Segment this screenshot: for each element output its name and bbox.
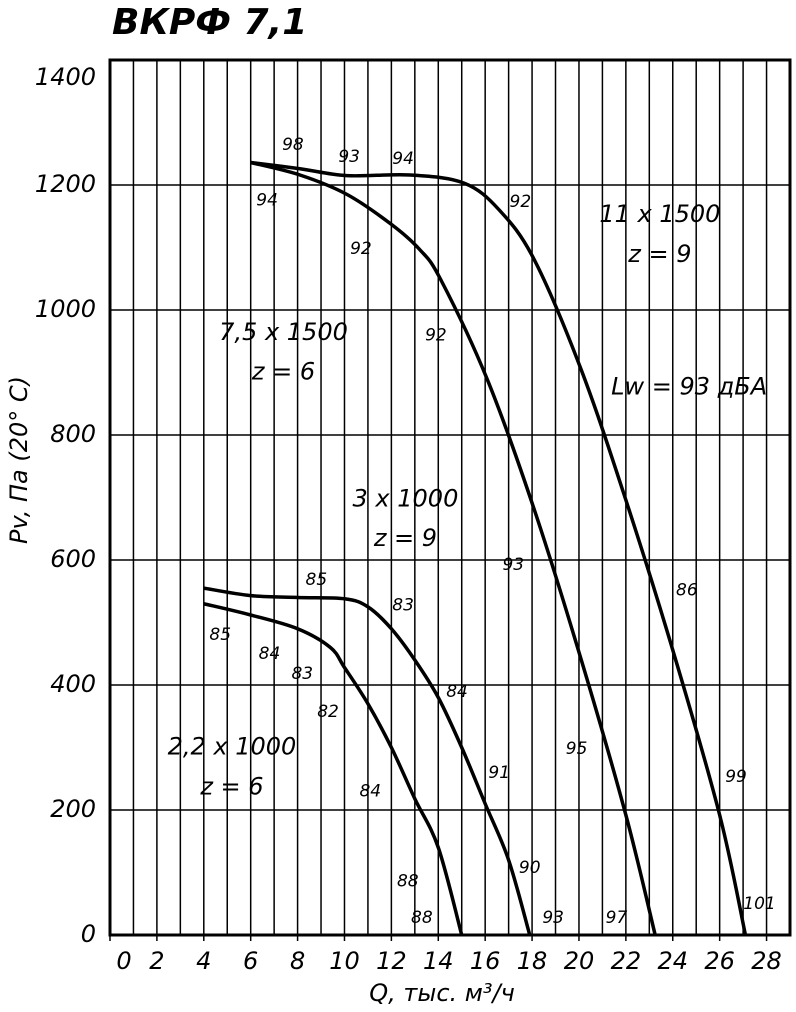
- annotation: 92: [350, 239, 372, 259]
- annotation: 93: [338, 147, 360, 167]
- annotation: 83: [291, 664, 313, 684]
- annotation: 92: [510, 192, 532, 212]
- x-tick-label: 16: [470, 947, 501, 975]
- x-tick-label: 14: [423, 947, 454, 975]
- annotation: 84: [446, 682, 468, 702]
- annotation: z = 6: [251, 358, 315, 386]
- annotation: 88: [397, 871, 419, 891]
- annotation: 93: [502, 555, 524, 575]
- annotation: 82: [317, 702, 339, 722]
- x-tick-label: 8: [290, 947, 305, 975]
- y-tick-label: 1200: [35, 170, 96, 198]
- curve: [203, 586, 532, 936]
- annotation: 85: [306, 570, 328, 590]
- curve: [203, 602, 464, 936]
- x-axis-label: Q, тыс. м³/ч: [369, 979, 515, 1007]
- x-tick-label: 28: [751, 947, 782, 975]
- annotation: 95: [566, 739, 588, 759]
- annotation: 99: [725, 767, 747, 787]
- y-tick-label: 1400: [35, 63, 96, 91]
- annotation: 3 x 1000: [353, 484, 459, 512]
- x-tick-label: 22: [611, 947, 642, 975]
- x-tick-label: 26: [704, 947, 735, 975]
- annotation: 86: [676, 581, 698, 601]
- x-tick-label: 20: [564, 947, 595, 975]
- y-tick-label: 400: [50, 670, 96, 698]
- y-tick-label: 1000: [35, 295, 96, 323]
- y-tick-label: 600: [50, 545, 96, 573]
- annotation: 7,5 x 1500: [219, 318, 348, 346]
- y-tick-label: 200: [50, 795, 96, 823]
- annotation: 84: [259, 644, 281, 664]
- chart-title: ВКРФ 7,1: [112, 2, 307, 43]
- annotation: 98: [282, 135, 304, 155]
- annotation: 11 x 1500: [599, 200, 720, 228]
- annotation: z = 6: [199, 773, 263, 801]
- annotation: 83: [392, 596, 414, 616]
- x-tick-label: 12: [376, 947, 407, 975]
- y-tick-label: 0: [81, 920, 96, 948]
- annotation: 94: [392, 149, 414, 169]
- annotation: 88: [411, 908, 433, 928]
- x-tick-label: 0: [116, 947, 131, 975]
- x-tick-label: 2: [149, 947, 164, 975]
- annotation: 94: [256, 191, 278, 211]
- x-tick-label: 24: [657, 947, 688, 975]
- annotation: 91: [488, 763, 510, 783]
- annotation: z = 9: [373, 524, 437, 552]
- x-tick-label: 4: [196, 947, 211, 975]
- y-axis-label: Pv, Па (20° C): [5, 376, 33, 544]
- x-tick-label: 6: [243, 947, 258, 975]
- annotation: 101: [743, 894, 775, 914]
- annotation: 2,2 x 1000: [168, 733, 297, 761]
- x-tick-label: 18: [517, 947, 548, 975]
- annotation: 85: [209, 625, 231, 645]
- annotation: 84: [359, 781, 381, 801]
- annotation: 90: [519, 858, 541, 878]
- annotation: z = 9: [627, 240, 691, 268]
- y-tick-label: 800: [50, 420, 96, 448]
- annotation: 93: [542, 908, 564, 928]
- annotation: 92: [425, 326, 447, 346]
- x-tick-label: 10: [329, 947, 360, 975]
- annotation: 97: [606, 908, 628, 928]
- curve: [250, 160, 657, 936]
- curve: [250, 160, 748, 936]
- plot-frame: [108, 58, 792, 937]
- annotation: Lw = 93 дБА: [611, 373, 767, 401]
